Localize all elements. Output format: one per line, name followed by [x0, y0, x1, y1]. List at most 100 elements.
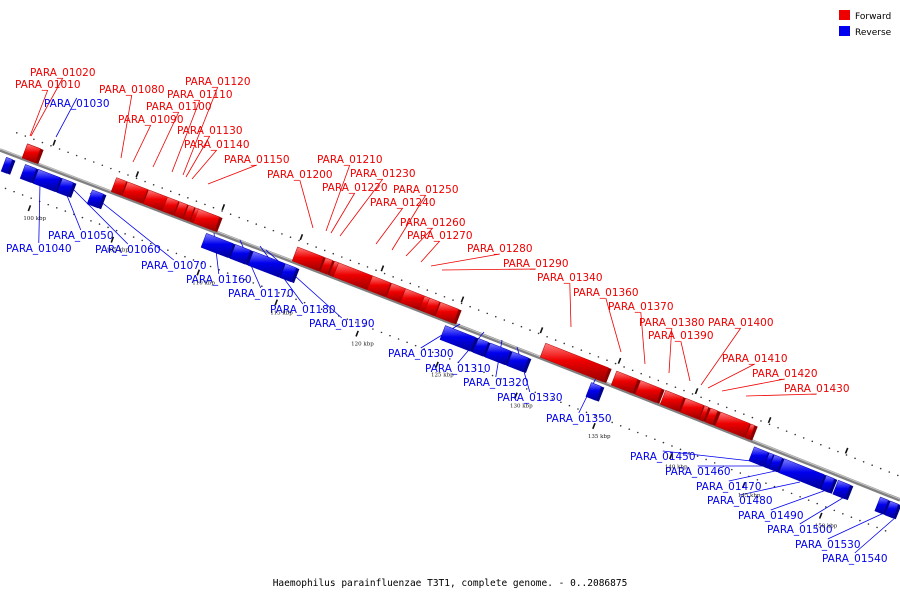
gene-box-para-01180[interactable] — [247, 251, 285, 278]
minor-tick — [192, 259, 195, 261]
gene-box-para-01130[interactable] — [182, 204, 195, 222]
leader-line — [207, 164, 257, 185]
leader-line — [339, 178, 384, 237]
gene-box-para-01340[interactable] — [539, 342, 609, 383]
major-tick — [299, 234, 304, 241]
minor-tick — [426, 289, 429, 291]
major-tick — [52, 139, 57, 146]
gene-box-para-01170[interactable] — [229, 244, 251, 265]
gene-box-para-01030[interactable] — [0, 156, 13, 174]
gene-box-para-01400[interactable] — [698, 405, 710, 422]
minor-tick — [503, 319, 506, 321]
gene-box-side — [632, 379, 641, 395]
gene-box-para-01150[interactable] — [192, 208, 220, 232]
minor-tick — [585, 411, 588, 414]
gene-box-para-01300[interactable] — [439, 325, 476, 352]
minor-tick — [820, 443, 822, 446]
gene-box-para-01320[interactable] — [484, 342, 511, 366]
gene-label: PARA_01230 — [350, 168, 416, 180]
gene-box-para-01380[interactable] — [659, 389, 685, 412]
minor-tick — [423, 348, 425, 350]
gene-box-para-01540[interactable] — [884, 500, 899, 519]
legend-forward-label: Forward — [855, 12, 891, 22]
gene-box-para-01020[interactable] — [21, 143, 41, 164]
gene-box-para-01470[interactable] — [768, 454, 783, 473]
gene-box-para-01450[interactable] — [748, 446, 769, 467]
gene-box-para-01110[interactable] — [161, 196, 179, 216]
gene-box-para-01350[interactable] — [585, 382, 602, 401]
gene-box-para-01210[interactable] — [319, 257, 333, 275]
gene-box-para-01060[interactable] — [56, 178, 74, 197]
gene-label: PARA_01530 — [795, 539, 861, 551]
minor-tick — [859, 519, 861, 522]
gene-box-para-01480[interactable] — [778, 458, 825, 489]
gene-label: PARA_01420 — [752, 368, 818, 380]
gene-label: PARA_01280 — [467, 243, 533, 255]
gene-label: PARA_01480 — [707, 495, 773, 507]
major-tick — [668, 453, 673, 460]
minor-tick — [534, 391, 537, 394]
gene-box-para-01280[interactable] — [423, 297, 440, 317]
gene-box-para-01050[interactable] — [32, 169, 61, 193]
gene-box-para-01240[interactable] — [366, 275, 391, 298]
gene-box-para-01040[interactable] — [19, 164, 37, 183]
tick-label: 135 kbp — [588, 434, 611, 440]
gene-box-para-01490[interactable] — [820, 475, 835, 493]
gene-box-side — [595, 386, 605, 402]
minor-tick — [828, 447, 831, 449]
gene-box-para-01530[interactable] — [874, 496, 889, 515]
gene-label: PARA_01020 — [30, 67, 96, 79]
gene-box-para-01370[interactable] — [634, 380, 663, 403]
gene-box-para-01410[interactable] — [704, 407, 719, 426]
gene-label: PARA_01170 — [228, 288, 294, 300]
gene-box-para-01190[interactable] — [279, 263, 297, 283]
minor-tick — [543, 394, 545, 397]
figure-caption: Haemophilus parainfluenzae T3T1, complet… — [272, 578, 628, 589]
gene-box-para-01200[interactable] — [291, 246, 324, 272]
gene-box-para-01120[interactable] — [173, 201, 188, 220]
minor-tick — [477, 309, 480, 311]
minor-tick — [84, 157, 87, 160]
gene-box-para-01330[interactable] — [506, 351, 529, 373]
gene-box-para-01500[interactable] — [832, 479, 851, 500]
minor-tick — [525, 388, 528, 390]
minor-tick — [594, 414, 596, 417]
minor-tick — [611, 421, 613, 424]
minor-tick — [380, 331, 383, 334]
gene-box-para-01310[interactable] — [472, 338, 489, 357]
gene-box-para-01390[interactable] — [679, 397, 705, 420]
gene-box-para-01430[interactable] — [744, 423, 756, 440]
minor-tick — [58, 148, 61, 150]
gene-label: PARA_01220 — [322, 182, 388, 194]
gene-box-side — [712, 410, 721, 426]
gene-box-para-01090[interactable] — [121, 181, 148, 204]
minor-tick — [286, 295, 289, 297]
minor-tick — [141, 239, 144, 242]
minor-tick — [261, 285, 263, 287]
minor-tick — [837, 450, 839, 453]
gene-box-side — [892, 504, 900, 520]
gene-box-para-01460[interactable] — [763, 452, 774, 469]
minor-tick — [124, 233, 126, 235]
minor-tick — [546, 335, 548, 338]
gene-box-side — [844, 485, 854, 501]
leader-line — [391, 194, 427, 251]
gene-box-para-01360[interactable] — [610, 370, 638, 394]
leader-line — [132, 124, 152, 163]
gene-box-para-01070[interactable] — [86, 189, 104, 209]
gene-box-para-01080[interactable] — [110, 177, 127, 196]
gene-label: PARA_01380 — [639, 317, 705, 329]
gene-box-para-01290[interactable] — [434, 301, 459, 324]
minor-tick — [466, 364, 468, 367]
minor-tick — [221, 210, 223, 212]
gene-label: PARA_01130 — [177, 125, 243, 137]
minor-tick — [628, 428, 631, 430]
minor-tick — [777, 426, 779, 429]
minor-tick — [90, 220, 92, 222]
gene-box-para-01420[interactable] — [714, 411, 751, 438]
minor-tick — [517, 384, 519, 387]
major-tick — [380, 265, 385, 272]
gene-label: PARA_01290 — [503, 258, 569, 270]
gene-box-side — [522, 357, 532, 374]
gene-box-para-01160[interactable] — [200, 232, 234, 258]
